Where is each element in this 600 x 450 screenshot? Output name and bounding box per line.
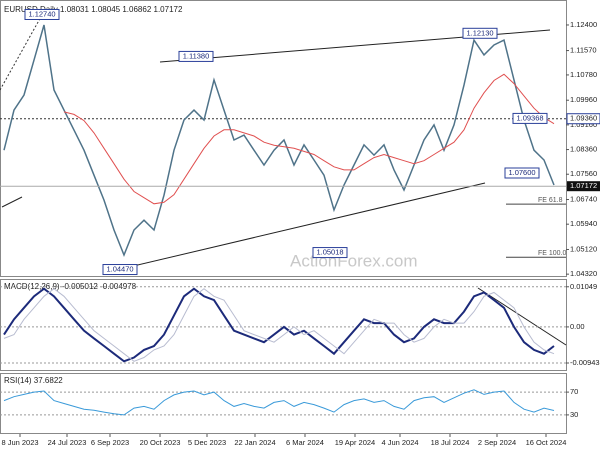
last-price-label: 1.07172 [570,181,597,190]
annotation-label: 1.12130 [466,28,493,37]
series-line [3,389,555,416]
annotation-box [178,50,214,62]
x-tick-label: 4 Jun 2024 [381,438,418,447]
panel-header: RSI(14) 37.6822 [4,376,63,385]
trend-line [124,182,486,269]
series-line [3,24,555,258]
annotation-box [312,247,348,259]
header-value: 1.08031 [60,5,89,14]
header-value: 1.06862 [122,5,151,14]
header-title: RSI(14) [4,376,32,385]
y-tick-label: 1.09160 [570,120,597,129]
annotation-label: 1.04470 [106,265,133,274]
price-panel [0,0,567,277]
annotation-box [504,167,540,179]
fe-label: FE 100.0 [538,250,567,257]
y-tick-label: 1.05120 [570,244,597,253]
x-tick-label: 20 Oct 2023 [140,438,181,447]
y-tick-label: 1.04320 [570,269,597,278]
fe-label: FE 61.8 [538,197,563,204]
annotation-box [24,8,60,20]
y-tick-label: 1.09960 [570,95,597,104]
header-value: 1.07172 [154,5,183,14]
y-tick-label: 1.11570 [570,46,597,55]
y-tick-label: 1.06740 [570,195,597,204]
watermark: ActionForex.com [290,251,418,270]
y-tick-label: 0.00 [570,322,585,331]
x-tick-label: 8 Jun 2023 [1,438,38,447]
y-tick-label: 0.01049 [570,282,597,291]
annotation-box [512,112,548,124]
x-tick-label: 19 Apr 2024 [335,438,375,447]
y-tick-label: 1.08360 [570,145,597,154]
y-tick-label: 30 [570,410,578,419]
x-tick-label: 5 Dec 2023 [188,438,226,447]
series-line [3,287,555,363]
trend-line [477,287,567,346]
header-value: 37.6822 [34,376,63,385]
header-title: MACD(12,26,9) [4,282,60,291]
series-line [63,73,555,205]
last-price-box [567,181,600,192]
annotation-box [102,264,138,276]
header-value: 1.08045 [91,5,120,14]
series-line [3,288,555,362]
rsi-panel [0,373,567,434]
x-tick-label: 6 Mar 2024 [286,438,324,447]
trend-line [1,196,23,208]
y-tick-label: 1.07560 [570,169,597,178]
y-tick-label: 1.05940 [570,219,597,228]
level-label: 1.09360 [570,114,597,123]
annotation-box [462,27,498,39]
y-tick-label: -0.009435 [570,358,600,367]
y-tick-label: 1.10780 [570,70,597,79]
x-tick-label: 22 Jan 2024 [234,438,275,447]
x-tick-label: 16 Oct 2024 [526,438,567,447]
x-tick-label: 2 Sep 2024 [478,438,516,447]
annotation-label: 1.05018 [316,248,343,257]
level-label-box [566,113,600,125]
annotation-label: 1.07600 [508,168,535,177]
header-value: -0.004978 [100,282,137,291]
annotation-label: 1.12740 [28,9,55,18]
macd-panel [0,279,567,371]
annotation-label: 1.09368 [516,113,543,122]
x-tick-label: 24 Jul 2023 [48,438,87,447]
y-tick-label: 1.12400 [570,20,597,29]
x-tick-label: 6 Sep 2023 [91,438,129,447]
annotation-label: 1.11380 [183,51,210,60]
x-tick-label: 18 Jul 2024 [431,438,470,447]
y-tick-label: 70 [570,387,578,396]
